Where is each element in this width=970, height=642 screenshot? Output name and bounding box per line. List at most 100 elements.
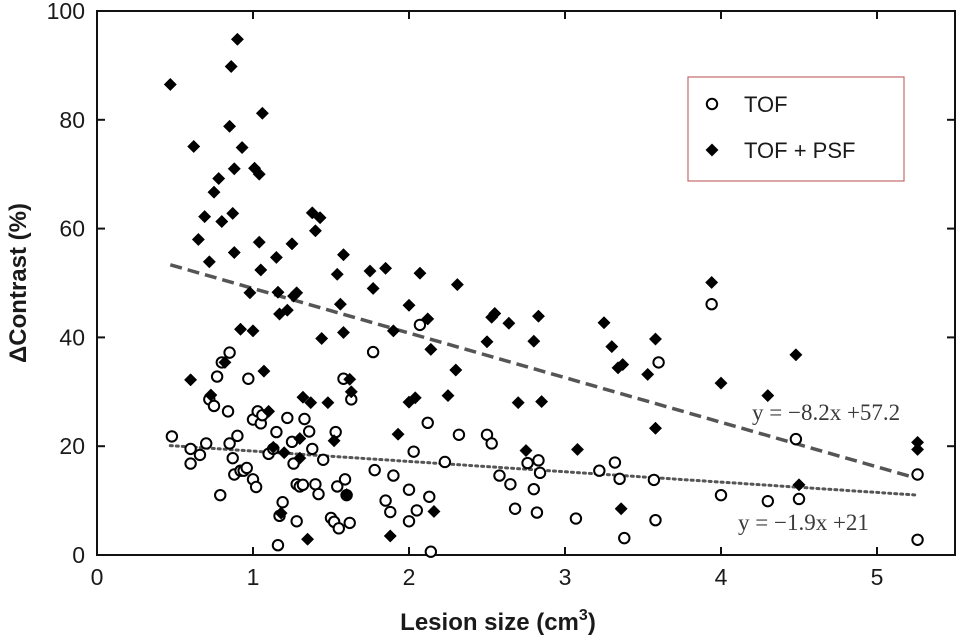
- tof-point: [379, 494, 392, 507]
- tof-psf-point: [266, 440, 280, 454]
- tof-point: [569, 512, 583, 525]
- tof-point: [714, 488, 728, 502]
- tof-psf-point: [301, 532, 315, 546]
- tof-psf-point: [535, 395, 549, 409]
- tof-point: [652, 356, 665, 369]
- tof-psf-point: [441, 389, 455, 403]
- tof-point: [317, 453, 330, 466]
- tof-point: [223, 346, 236, 359]
- x-axis-title: Lesion size (cm3): [400, 607, 596, 636]
- tof-point: [452, 428, 466, 441]
- tof-psf-point: [488, 306, 502, 321]
- tof-point: [210, 370, 224, 383]
- fit-equation-tof: y = −1.9x +21: [738, 510, 869, 535]
- tof-point: [329, 425, 342, 439]
- tof-psf-point: [330, 267, 344, 281]
- tof-point: [618, 531, 631, 545]
- tof-point: [493, 469, 506, 482]
- tof-psf-point: [648, 332, 663, 346]
- tof-psf-point: [336, 325, 351, 340]
- tof-psf-point: [570, 442, 585, 457]
- plot-frame: [96, 10, 956, 556]
- tof-psf-point: [202, 255, 216, 269]
- fit-line-tof-psf: [169, 263, 919, 481]
- x-tick-label: 2: [403, 564, 416, 590]
- y-tick-label: 40: [59, 324, 85, 350]
- tof-point: [193, 448, 207, 462]
- tof-point: [240, 461, 253, 475]
- tof-point: [368, 463, 381, 477]
- data-points: [163, 32, 925, 558]
- tof-psf-point: [391, 427, 405, 441]
- tof-point: [207, 399, 221, 413]
- tof-psf-point: [227, 162, 241, 176]
- tof-psf-point: [163, 77, 177, 91]
- tof-point: [306, 442, 319, 456]
- tof-point: [911, 533, 924, 546]
- tof-psf-point: [408, 391, 422, 405]
- tof-psf-point: [269, 250, 283, 264]
- tof-point: [608, 456, 622, 469]
- tof-psf-point: [344, 385, 358, 399]
- x-tick-label: 0: [91, 564, 104, 590]
- tof-point: [761, 494, 774, 508]
- tof-psf-point: [605, 340, 619, 354]
- fit-equation-labels: y = −8.2x +57.2 y = −1.9x +21: [738, 400, 900, 535]
- tof-point: [911, 468, 924, 481]
- tof-psf-point: [285, 237, 299, 251]
- tof-psf-point: [449, 363, 463, 377]
- tof-point: [249, 480, 263, 494]
- tof-psf-point: [641, 367, 655, 381]
- tof-psf-point: [254, 263, 268, 277]
- tof-psf-point: [257, 364, 271, 378]
- tof-psf-point: [271, 285, 285, 299]
- tof-psf-point: [280, 303, 294, 317]
- tof-point: [424, 545, 438, 558]
- tof-psf-point: [233, 322, 248, 336]
- tof-psf-point: [366, 281, 380, 295]
- tof-point: [789, 432, 803, 446]
- tof-point: [402, 515, 416, 528]
- x-tick-label: 4: [715, 564, 728, 590]
- tof-psf-point: [321, 396, 335, 410]
- tof-psf-point: [262, 404, 276, 418]
- tof-point: [508, 502, 522, 515]
- tof-point: [281, 411, 294, 425]
- tof-point: [270, 425, 283, 439]
- tof-point: [366, 345, 380, 359]
- tof-psf-point: [293, 432, 307, 446]
- y-tick-label: 20: [59, 433, 85, 459]
- tof-point: [407, 445, 420, 458]
- y-axis-title: ΔContrast (%): [5, 203, 32, 363]
- tof-psf-point: [531, 309, 546, 323]
- tof-psf-point: [207, 185, 221, 199]
- tof-psf-point: [413, 266, 427, 280]
- tof-point: [332, 522, 345, 535]
- tof-psf-point: [274, 506, 288, 520]
- tof-psf-point: [198, 210, 212, 224]
- tof-psf-point: [187, 139, 201, 154]
- tof-point: [413, 318, 427, 332]
- tof-psf-point: [227, 245, 241, 260]
- tof-psf-point: [308, 224, 322, 238]
- tof-point: [302, 425, 316, 438]
- tof-psf-point: [224, 59, 238, 74]
- tof-psf-point: [184, 373, 198, 387]
- tof-psf-point: [327, 434, 341, 448]
- tof-point: [221, 405, 235, 418]
- legend-box: [687, 76, 905, 182]
- tof-point: [271, 539, 285, 552]
- tof-psf-point: [293, 451, 307, 465]
- legend-marker-tof: [705, 97, 719, 111]
- tof-psf-point: [191, 232, 205, 247]
- tof-psf-point: [386, 324, 400, 338]
- tof-point: [298, 412, 311, 426]
- tof-psf-point: [597, 316, 611, 330]
- legend-label: TOF: [744, 92, 788, 117]
- tof-psf-point: [226, 206, 240, 220]
- tof-psf-point: [230, 32, 244, 46]
- tof-point: [165, 430, 179, 443]
- x-axis-title-close: ): [588, 609, 596, 636]
- legend-label: TOF + PSF: [744, 138, 855, 163]
